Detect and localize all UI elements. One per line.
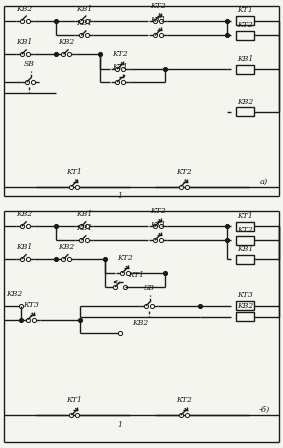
Text: КТ2: КТ2 — [176, 396, 192, 404]
Text: КТ1: КТ1 — [128, 271, 144, 279]
Text: KB2: KB2 — [58, 243, 74, 251]
Bar — [236, 31, 254, 40]
Bar — [236, 302, 254, 310]
Text: KB2: KB2 — [17, 4, 33, 13]
Text: KB1: KB1 — [76, 19, 93, 27]
Bar — [236, 222, 254, 231]
Text: KT2: KT2 — [237, 226, 253, 234]
Text: KT1: KT1 — [237, 212, 253, 220]
Text: KT1: KT1 — [150, 17, 166, 25]
Text: SB: SB — [143, 284, 155, 292]
Text: KB2: KB2 — [237, 98, 254, 106]
Bar — [236, 254, 254, 263]
Text: KT1: KT1 — [150, 221, 166, 229]
Text: 1: 1 — [118, 193, 123, 200]
Text: 1: 1 — [118, 421, 123, 429]
Text: KB2: KB2 — [237, 302, 254, 310]
Bar — [236, 312, 254, 321]
Text: KB1: KB1 — [17, 39, 33, 46]
Text: КТ3: КТ3 — [23, 301, 38, 309]
Text: KT2: KT2 — [112, 50, 128, 58]
Text: KB1: KB1 — [76, 211, 93, 218]
Text: KB2: KB2 — [132, 319, 148, 327]
Text: а): а) — [260, 177, 268, 185]
Text: KT2: KT2 — [237, 21, 253, 29]
Text: SB: SB — [24, 60, 35, 68]
Text: KB1: KB1 — [237, 55, 254, 63]
Bar — [236, 236, 254, 245]
Text: КТ1: КТ1 — [67, 396, 82, 404]
Text: KB1: KB1 — [237, 245, 254, 253]
Text: KT2: KT2 — [150, 2, 166, 9]
Text: KT2: KT2 — [150, 207, 166, 215]
Text: KT2: KT2 — [117, 254, 133, 262]
Text: -б): -б) — [259, 406, 270, 414]
Text: KT1: KT1 — [237, 6, 253, 14]
Text: KB1: KB1 — [17, 243, 33, 251]
Bar — [236, 16, 254, 25]
Text: КТ3: КТ3 — [237, 291, 253, 299]
Text: KB2: KB2 — [58, 39, 74, 46]
Text: KT2: KT2 — [176, 168, 192, 176]
Text: KB2: KB2 — [17, 211, 33, 218]
Text: KB1: KB1 — [76, 224, 93, 232]
Text: KB2: KB2 — [6, 290, 22, 298]
Bar — [236, 65, 254, 73]
Text: KT1: KT1 — [112, 63, 128, 71]
Bar — [236, 108, 254, 116]
Text: KT1: KT1 — [67, 168, 82, 176]
Text: KB1: KB1 — [76, 4, 93, 13]
